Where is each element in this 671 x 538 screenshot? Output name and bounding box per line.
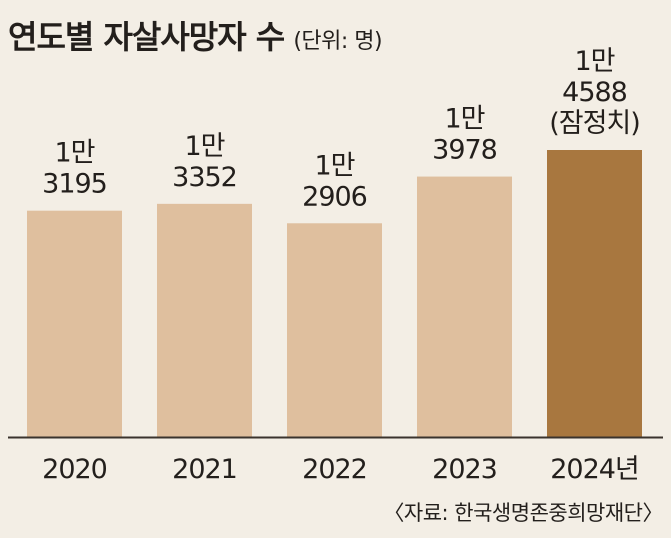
data-label: (잠정치) bbox=[549, 108, 640, 139]
x-tick-label: 2020 bbox=[42, 454, 107, 485]
bar-2023 bbox=[417, 176, 512, 437]
chart-title: 연도별 자살사망자 수 bbox=[8, 18, 285, 56]
source-note: 〈자료: 한국생명존중희망재단〉 bbox=[383, 501, 663, 525]
data-label: 1만 bbox=[444, 104, 484, 135]
data-label: 3978 bbox=[432, 135, 497, 166]
bar-2024년 bbox=[547, 150, 642, 437]
data-label: 3352 bbox=[172, 162, 237, 193]
x-tick-label: 2021 bbox=[172, 454, 237, 485]
title-row: 연도별 자살사망자 수 (단위: 명) bbox=[8, 12, 383, 58]
x-tick-label: 2022 bbox=[302, 454, 367, 485]
data-label: 1만 bbox=[574, 46, 614, 77]
bar-2021 bbox=[157, 203, 252, 437]
x-tick-label: 2023 bbox=[432, 454, 497, 485]
data-label: 1만 bbox=[54, 138, 94, 169]
data-label: 4588 bbox=[562, 77, 627, 108]
unit-label: (단위: 명) bbox=[293, 29, 383, 54]
bar-2022 bbox=[287, 223, 382, 437]
data-label: 1만 bbox=[314, 150, 354, 181]
x-tick-label: 2024년 bbox=[550, 454, 639, 485]
data-label: 3195 bbox=[42, 169, 107, 200]
bar-2020 bbox=[27, 210, 122, 437]
data-label: 2906 bbox=[302, 181, 367, 212]
data-label: 1만 bbox=[184, 131, 224, 162]
